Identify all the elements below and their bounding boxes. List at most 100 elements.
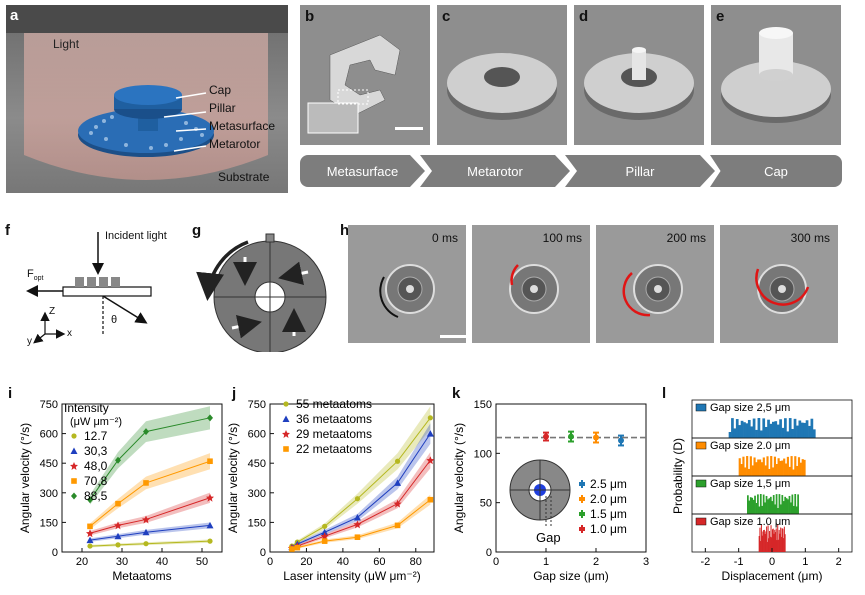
histogram-bar <box>740 420 744 438</box>
sem-pillar <box>574 5 704 145</box>
histogram-bar <box>797 457 801 476</box>
histogram-bar <box>762 494 765 514</box>
histogram-bar <box>786 431 790 438</box>
histogram-bar <box>779 533 781 552</box>
x-tick-label: -2 <box>700 556 710 568</box>
histogram-bar <box>755 502 758 514</box>
data-point <box>354 496 361 502</box>
trajectory-arc <box>510 264 519 286</box>
histogram-bar <box>762 531 764 552</box>
histogram-bar <box>786 456 789 476</box>
histogram-bar <box>792 505 795 514</box>
gap-label: Gap <box>536 530 561 545</box>
legend-entry: 29 metaatoms <box>296 427 372 441</box>
histogram-bar <box>788 466 791 476</box>
data-point <box>353 520 362 529</box>
metaatoms <box>89 115 204 150</box>
histogram-bar <box>812 429 816 438</box>
histogram-bar <box>751 465 754 476</box>
confidence-band <box>291 452 431 550</box>
theta-label: θ <box>111 314 118 326</box>
data-point <box>142 528 150 536</box>
fopt-label: Fopt <box>27 268 44 283</box>
histogram-bar <box>770 456 773 476</box>
y-axis-label: Probability (D) <box>671 438 685 514</box>
legend-marker <box>695 517 707 526</box>
panel-label-i: i <box>8 385 13 402</box>
histogram-bar <box>759 459 762 476</box>
histogram-bar <box>777 524 779 552</box>
frame-image <box>509 264 559 314</box>
y-tick-label: 750 <box>40 399 58 411</box>
histogram-bar <box>794 456 797 476</box>
histogram-bar <box>766 456 769 476</box>
data-point <box>320 532 329 541</box>
data-point <box>283 446 289 452</box>
histogram-bar <box>738 425 742 438</box>
histogram-bar <box>771 537 773 552</box>
histogram-bar <box>775 528 777 552</box>
force-diagram <box>26 232 152 344</box>
x-tick-label: 0 <box>493 556 499 568</box>
y-axis-label: Angular velocity (°/s) <box>18 423 32 533</box>
data-point <box>618 437 624 444</box>
data-point <box>115 500 121 507</box>
legend-entry: 2.5 μm <box>590 477 627 491</box>
histogram-bar <box>753 457 756 476</box>
frame-time-label: 200 ms <box>666 231 706 245</box>
panel-a: a Light Cap Pillar Metasurface Metarotor… <box>6 5 288 193</box>
metarotor-schematic <box>196 233 327 354</box>
histogram-bar <box>801 459 804 476</box>
data-point <box>322 523 328 529</box>
legend-entry: 30,3 <box>84 444 108 458</box>
y-tick-label: 50 <box>480 498 492 510</box>
histogram-bar <box>762 418 766 438</box>
data-point <box>393 499 402 508</box>
panel-a-render <box>6 5 288 180</box>
scale-bar <box>440 335 468 338</box>
data-point <box>427 415 433 421</box>
histogram-bar <box>758 506 761 514</box>
x-tick-label: 40 <box>337 556 349 568</box>
axis-y-label: y <box>27 336 32 347</box>
panel-label-g: g <box>192 222 202 239</box>
metasurface-label: Metasurface <box>209 119 276 133</box>
legend-entry: Gap size 1.0 μm <box>710 516 790 528</box>
histogram-bar <box>791 428 794 438</box>
histogram-bar <box>766 526 768 552</box>
data-point <box>207 414 213 422</box>
histogram-bar <box>767 525 769 552</box>
histogram-bar <box>749 497 752 514</box>
histogram-bar <box>744 467 747 476</box>
histogram-bar <box>760 462 764 476</box>
histogram-bar <box>800 422 804 438</box>
histogram-bar <box>758 536 760 552</box>
histogram-bar <box>777 507 779 514</box>
data-point <box>87 523 93 530</box>
histogram-bar <box>743 422 746 438</box>
panel-c: c <box>437 5 567 145</box>
data-point <box>115 542 121 548</box>
histogram-bar <box>774 529 776 552</box>
data-point <box>282 430 290 438</box>
y-tick-label: 450 <box>248 458 266 470</box>
histogram-bar <box>785 498 788 514</box>
incident-light-label: Incident light <box>105 230 167 242</box>
frame-time-label: 300 ms <box>790 231 830 245</box>
video-frame: 100 ms <box>472 225 590 343</box>
legend-entry: Gap size 2.0 μm <box>710 440 790 452</box>
metarotor-label: Metarotor <box>209 137 261 151</box>
histogram-bar <box>776 540 778 552</box>
histogram-bar <box>763 529 765 552</box>
data-point <box>321 538 328 544</box>
histogram-bar <box>782 528 784 552</box>
confidence-band <box>90 453 210 530</box>
data-point <box>142 515 150 524</box>
data-point <box>206 521 214 529</box>
x-axis-label: Metaatoms <box>112 569 171 583</box>
histogram-bar <box>759 430 763 438</box>
histogram-bar <box>778 529 780 552</box>
histogram-bar <box>781 460 784 476</box>
x-tick-label: 50 <box>196 556 208 568</box>
histogram-bar <box>769 536 771 552</box>
